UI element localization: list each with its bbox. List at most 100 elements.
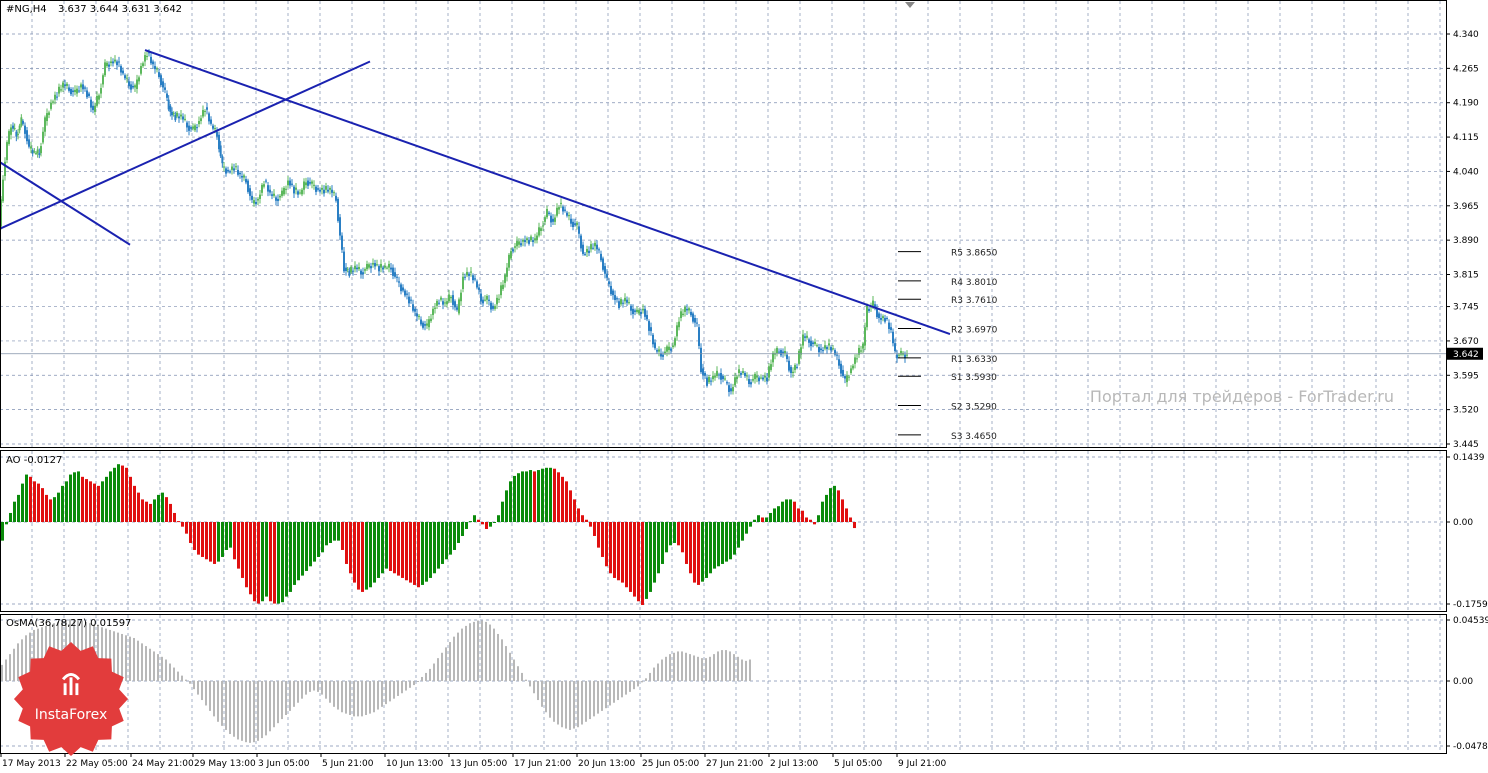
candle-body (62, 82, 64, 88)
candle-body (210, 119, 212, 124)
candle-body (652, 334, 654, 345)
osma-bar (729, 651, 731, 681)
candle-body (416, 313, 418, 317)
candle-body (824, 345, 826, 349)
candle-body (295, 187, 297, 190)
scroll-marker-icon[interactable] (905, 2, 915, 8)
osma-bar (113, 631, 115, 681)
ao-bar (301, 522, 304, 576)
candle-body (218, 134, 220, 150)
osma-bar (721, 650, 723, 681)
ao-bar (733, 522, 736, 555)
ao-bar (433, 522, 436, 574)
ao-bar (89, 481, 92, 522)
osma-bar (341, 681, 343, 713)
osma-bar (25, 635, 27, 681)
candle-body (582, 244, 584, 254)
candle-body (486, 296, 488, 300)
osma-bar (41, 627, 43, 681)
candle-body (116, 61, 118, 66)
candle-body (350, 267, 352, 273)
ao-bar (397, 522, 400, 576)
candle-body (386, 267, 388, 269)
ao-bar (709, 522, 712, 574)
ao-bar (813, 522, 816, 525)
logo-seal-icon (13, 641, 129, 757)
candle-body (448, 294, 450, 302)
candle-body (748, 379, 750, 384)
osma-bar (21, 639, 23, 681)
candle-body (412, 304, 414, 311)
candle-body (24, 125, 26, 134)
candle-body (198, 121, 200, 125)
osma-bar (161, 656, 163, 681)
ao-bar (645, 522, 648, 599)
x-tick-label: 29 May 13:00 (194, 759, 256, 769)
current-price-label: 3.642 (1453, 350, 1479, 360)
osma-bar (353, 681, 355, 717)
osma-bar (697, 656, 699, 681)
osma-bar (361, 681, 363, 717)
candle-body (476, 281, 478, 288)
osma-bar (485, 621, 487, 681)
osma-bar (577, 681, 579, 728)
ao-bar (53, 497, 56, 522)
candle-body (514, 246, 516, 248)
ao-tick-label: 0.00 (1453, 518, 1473, 528)
candle-body (84, 87, 86, 89)
candle-body (299, 192, 301, 194)
ao-bar (57, 492, 60, 522)
osma-bar (97, 625, 99, 681)
osma-pane[interactable] (1, 619, 751, 743)
ao-bar (229, 522, 232, 548)
candle-body (118, 61, 120, 63)
candle-body (642, 308, 644, 311)
candle-body (692, 313, 694, 322)
candle-body (374, 263, 376, 267)
ao-bar (549, 467, 552, 522)
ao-pane[interactable] (1, 464, 856, 605)
candle-body (506, 267, 508, 277)
ao-bar (665, 522, 668, 553)
candle-body (670, 348, 672, 351)
candle-body (868, 308, 870, 311)
candle-body (174, 114, 177, 121)
candle-body (664, 351, 666, 354)
candle-body (728, 385, 730, 392)
candle-body (802, 334, 804, 346)
candle-body (406, 293, 408, 295)
pivot-label: S3 3.4650 (951, 432, 997, 442)
candle-body (534, 238, 536, 241)
candle-body (319, 189, 321, 192)
candle-body (704, 372, 706, 376)
ao-bar (457, 522, 460, 543)
osma-bar (313, 681, 315, 691)
osma-bar (593, 681, 595, 717)
candle-body (243, 175, 245, 178)
candle-body (854, 357, 856, 364)
osma-bar (665, 656, 667, 681)
osma-title: OsMA(36,78,27) 0.01597 (6, 618, 131, 629)
candle-body (598, 249, 600, 251)
candle-body (796, 366, 798, 368)
ao-bar (1, 522, 4, 541)
pivot-label: S2 3.5290 (951, 403, 997, 413)
candle-body (169, 105, 172, 112)
price-tick-label: 3.745 (1453, 303, 1479, 313)
osma-bar (281, 681, 283, 720)
candle-body (424, 324, 426, 326)
osma-bar (613, 681, 615, 703)
candle-body (636, 309, 638, 312)
candle-body (812, 342, 814, 344)
osma-bar (345, 681, 347, 714)
candle-body (82, 84, 84, 90)
candle-body (630, 305, 632, 311)
candle-body (560, 202, 562, 204)
ao-bar (321, 522, 324, 553)
ao-bar (265, 522, 268, 597)
osma-bar (477, 620, 479, 681)
price-tick-label: 3.595 (1453, 371, 1479, 381)
candle-body (112, 61, 114, 64)
price-pane[interactable]: R5 3.8650 R4 3.8010 R3 3.7610 R2 3.6970 R1 3… (0, 49, 1446, 442)
